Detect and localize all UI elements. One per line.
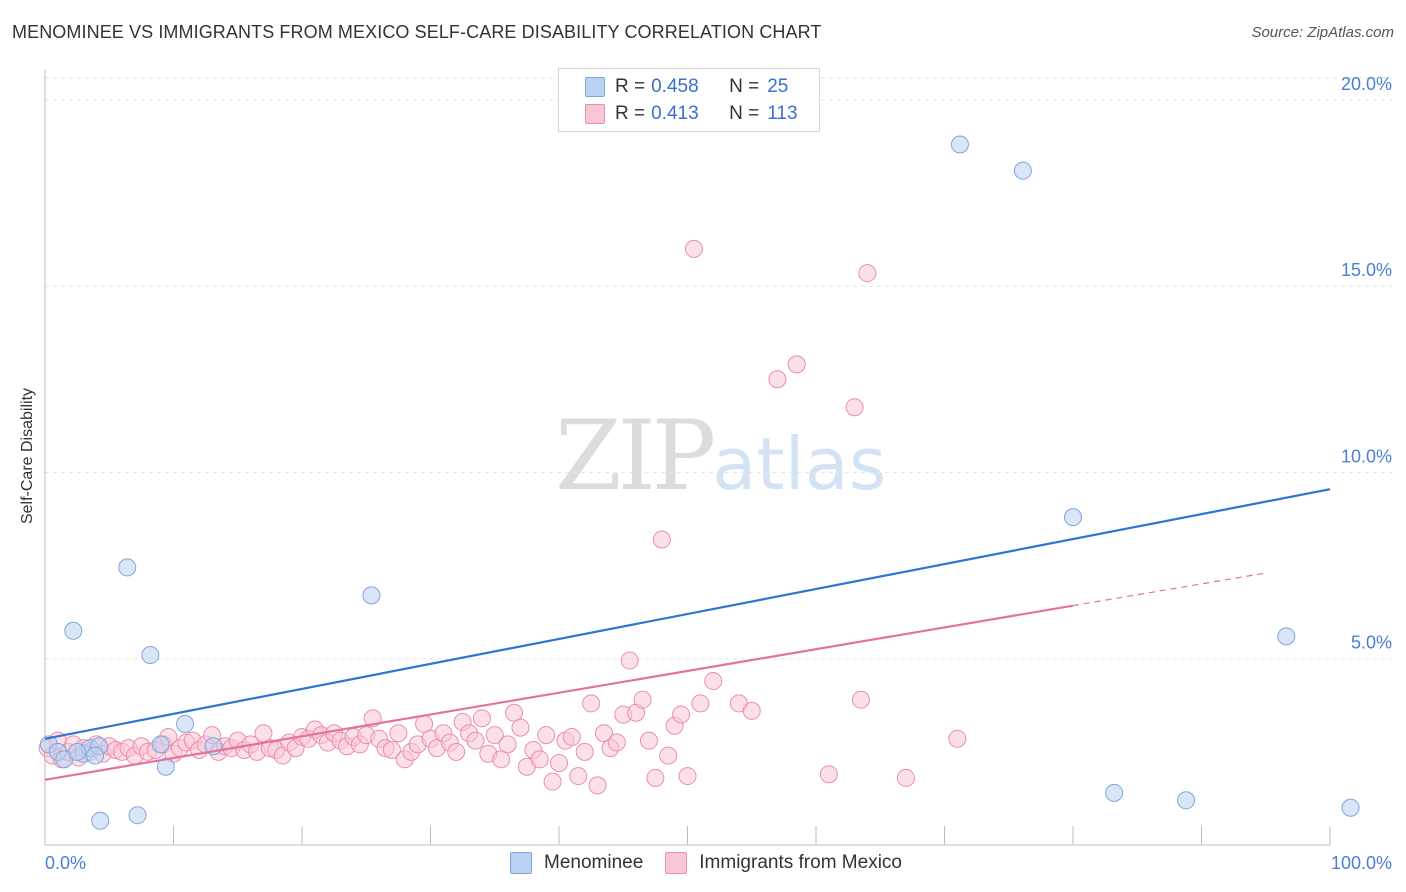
mexico-point bbox=[382, 740, 401, 759]
mexico-point bbox=[620, 651, 639, 670]
mexico-point bbox=[678, 767, 697, 786]
tick-labels: 5.0% 10.0% 15.0% 20.0% 0.0% 100.0% bbox=[45, 74, 1392, 873]
y-tick-label: 15.0% bbox=[1341, 260, 1392, 280]
menominee-n-value: 25 bbox=[767, 76, 789, 97]
mexico-point bbox=[787, 355, 806, 374]
menominee-point bbox=[151, 735, 170, 754]
mexico-point bbox=[530, 750, 549, 769]
legend-item-menominee[interactable]: Menominee bbox=[510, 852, 643, 874]
stats-row-menominee: R = 0.458 N = 25 bbox=[585, 74, 788, 100]
mexico-point bbox=[389, 724, 408, 743]
mexico-point bbox=[511, 718, 530, 737]
mexico-point bbox=[607, 733, 626, 752]
mexico-point bbox=[492, 750, 511, 769]
n-label: N = bbox=[729, 103, 760, 124]
menominee-point bbox=[1064, 508, 1082, 527]
mexico-point bbox=[646, 768, 665, 787]
axes bbox=[44, 70, 1331, 846]
mexico-point bbox=[948, 729, 967, 748]
mexico-point bbox=[575, 742, 594, 761]
r-label: R = bbox=[615, 76, 646, 97]
source-label: Source: ZipAtlas.com bbox=[1251, 24, 1394, 41]
mexico-swatch bbox=[585, 104, 605, 124]
mexico-point bbox=[562, 727, 581, 746]
menominee-trend-line bbox=[44, 488, 1331, 740]
y-tick-label: 10.0% bbox=[1341, 446, 1392, 466]
legend-item-mexico[interactable]: Immigrants from Mexico bbox=[665, 852, 902, 874]
mexico-point bbox=[691, 694, 710, 713]
y-tick-label: 20.0% bbox=[1341, 74, 1392, 94]
mexico-trend-line bbox=[44, 604, 1074, 781]
mexico-point bbox=[704, 672, 723, 691]
mexico-r-value: 0.413 bbox=[651, 103, 699, 124]
mexico-n-value: 113 bbox=[767, 103, 798, 124]
mexico-point bbox=[543, 772, 562, 791]
mexico-point bbox=[472, 709, 491, 728]
menominee-point bbox=[91, 811, 110, 830]
mexico-point bbox=[485, 726, 504, 745]
mexico-trend-line-extension bbox=[1072, 572, 1266, 607]
menominee-point bbox=[176, 714, 195, 733]
x-tick-label: 100.0% bbox=[1331, 853, 1392, 873]
stats-row-mexico: R = 0.413 N = 113 bbox=[585, 101, 798, 127]
mexico-point bbox=[505, 703, 524, 722]
mexico-point bbox=[537, 726, 556, 745]
mexico-point bbox=[582, 694, 601, 713]
mexico-point bbox=[684, 239, 703, 258]
mexico-point bbox=[851, 690, 870, 709]
watermark-atlas: atlas bbox=[712, 422, 887, 506]
menominee-point bbox=[68, 742, 87, 761]
n-label: N = bbox=[729, 76, 760, 97]
mexico-point bbox=[896, 768, 915, 787]
legend: Menominee Immigrants from Mexico bbox=[510, 852, 924, 874]
mexico-point bbox=[858, 264, 877, 283]
menominee-point bbox=[362, 586, 381, 605]
mexico-point bbox=[466, 731, 485, 750]
menominee-point bbox=[86, 746, 105, 765]
series-mexico-points bbox=[38, 239, 967, 795]
legend-label-mexico: Immigrants from Mexico bbox=[699, 852, 902, 873]
legend-swatch-menominee bbox=[510, 852, 532, 874]
menominee-point bbox=[950, 135, 969, 154]
mexico-point bbox=[845, 398, 864, 417]
mexico-point bbox=[633, 690, 652, 709]
mexico-point bbox=[447, 742, 466, 761]
mexico-point bbox=[498, 735, 517, 754]
mexico-point bbox=[672, 705, 691, 724]
mexico-point bbox=[819, 765, 838, 784]
menominee-point bbox=[1277, 627, 1296, 646]
menominee-point bbox=[141, 645, 160, 664]
grid-lines bbox=[45, 77, 1392, 660]
x-tick-label: 0.0% bbox=[45, 853, 86, 873]
menominee-point bbox=[118, 558, 137, 577]
menominee-point bbox=[1105, 783, 1124, 802]
menominee-point bbox=[64, 621, 83, 640]
legend-label-menominee: Menominee bbox=[544, 852, 644, 873]
watermark: ZIPatlas bbox=[555, 400, 886, 512]
trend-lines bbox=[44, 488, 1331, 781]
mexico-point bbox=[659, 746, 678, 765]
legend-swatch-mexico bbox=[665, 852, 688, 874]
menominee-point bbox=[1013, 161, 1032, 180]
r-label: R = bbox=[615, 103, 646, 124]
mexico-point bbox=[652, 530, 671, 549]
menominee-point bbox=[1177, 791, 1196, 810]
menominee-swatch bbox=[585, 77, 605, 97]
y-tick-label: 5.0% bbox=[1351, 633, 1392, 653]
menominee-point bbox=[1341, 798, 1360, 817]
menominee-r-value: 0.458 bbox=[651, 76, 699, 97]
chart-title: MENOMINEE VS IMMIGRANTS FROM MEXICO SELF… bbox=[12, 22, 822, 42]
mexico-point bbox=[639, 731, 658, 750]
mexico-point bbox=[594, 724, 613, 743]
watermark-zip: ZIP bbox=[555, 400, 716, 512]
mexico-point bbox=[550, 754, 568, 773]
series-menominee-points bbox=[39, 135, 1360, 830]
menominee-point bbox=[128, 806, 147, 825]
mexico-point bbox=[588, 776, 607, 795]
mexico-point bbox=[768, 370, 787, 389]
stats-box: R = 0.458 N = 25 R = 0.413 N = 113 bbox=[558, 68, 820, 132]
mexico-point bbox=[569, 767, 588, 786]
mexico-point bbox=[742, 701, 761, 720]
